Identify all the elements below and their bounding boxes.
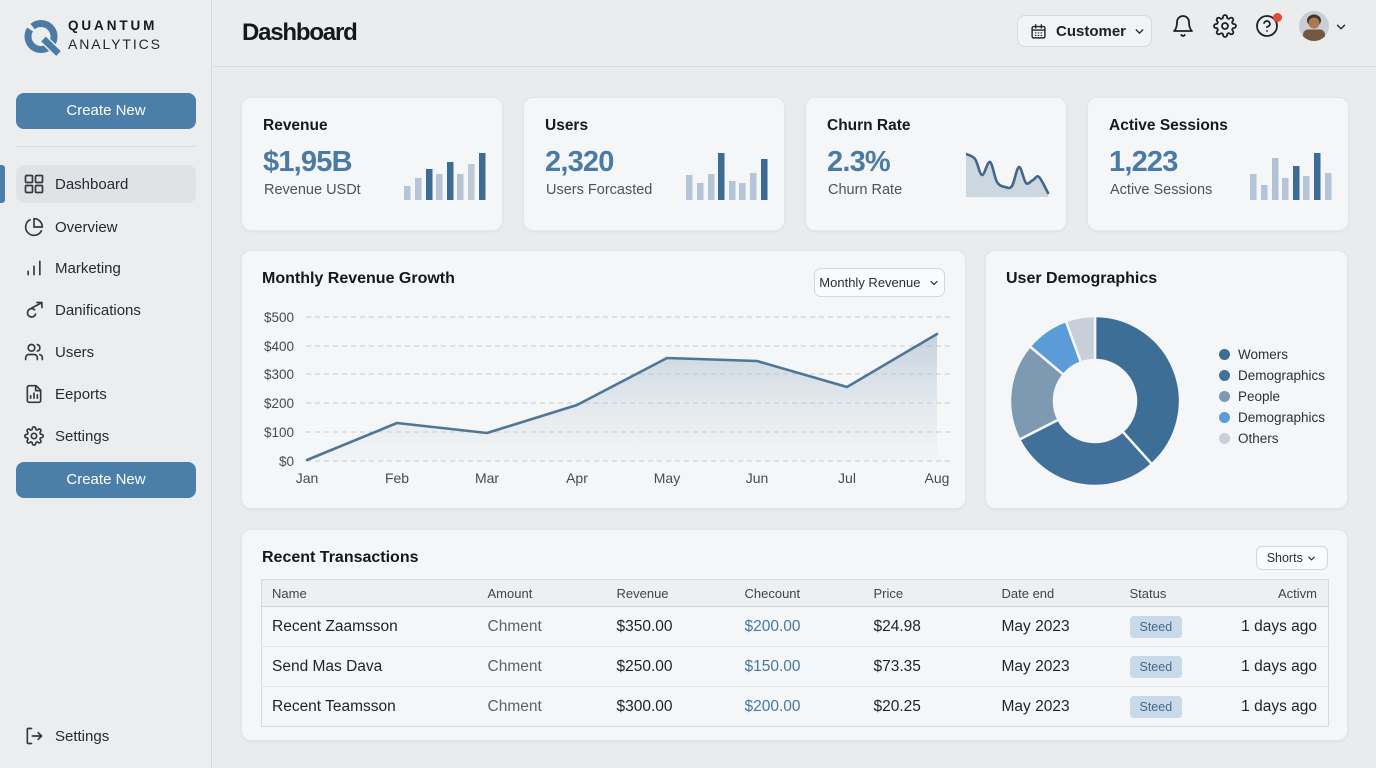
svg-text:Mar: Mar [475, 470, 499, 486]
svg-text:May: May [654, 470, 680, 486]
svg-text:$400: $400 [264, 339, 294, 354]
svg-text:Jul: Jul [838, 470, 856, 486]
svg-text:$100: $100 [264, 425, 294, 440]
svg-text:Jan: Jan [296, 470, 319, 486]
svg-text:$200: $200 [264, 396, 294, 411]
svg-text:$300: $300 [264, 367, 294, 382]
svg-text:Aug: Aug [925, 470, 950, 486]
svg-text:Feb: Feb [385, 470, 409, 486]
svg-text:$500: $500 [264, 310, 294, 325]
svg-text:Jun: Jun [746, 470, 769, 486]
svg-text:Apr: Apr [566, 470, 588, 486]
svg-text:$0: $0 [279, 454, 294, 469]
